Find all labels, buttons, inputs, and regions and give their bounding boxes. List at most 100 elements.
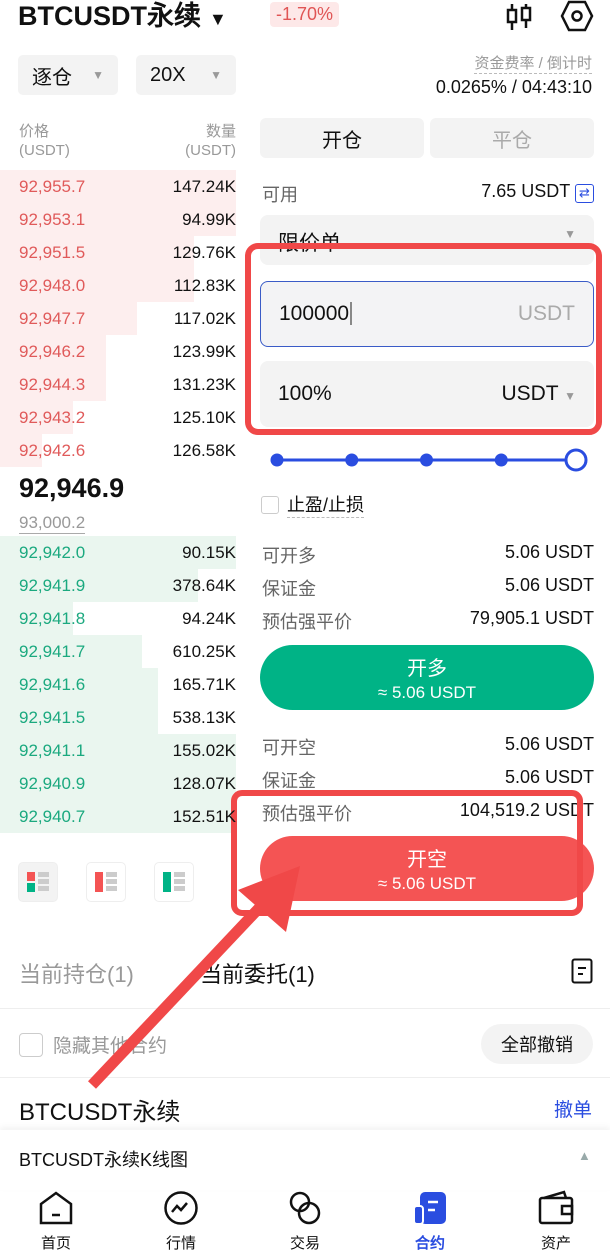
bid-row[interactable]: 92,941.8 94.24K — [0, 602, 236, 635]
ask-depth-bar — [0, 269, 194, 302]
bid-row[interactable]: 92,941.5 538.13K — [0, 701, 236, 734]
kline-label[interactable]: BTCUSDT永续K线图 — [19, 1150, 189, 1170]
open-short-button[interactable]: 开空 ≈ 5.06 USDT — [260, 836, 594, 901]
hide-other-row[interactable]: 隐藏其他合约 — [19, 1031, 167, 1058]
bid-qty: 155.02K — [172, 740, 236, 760]
price-value: 100000 — [279, 302, 353, 326]
symbol-name: BTCUSDT永续 — [18, 1, 201, 31]
info-value: 79,905.1 USDT — [469, 608, 594, 628]
checkbox-icon[interactable] — [261, 495, 279, 514]
bid-depth-bar — [0, 734, 236, 767]
ask-row[interactable]: 92,946.2 123.99K — [0, 335, 236, 368]
tpsl-label: 止盈/止损 — [287, 491, 365, 518]
expand-up-icon[interactable]: ▲ — [578, 1148, 591, 1163]
candlestick-icon[interactable] — [504, 2, 534, 32]
price-header: 价格 (USDT) — [19, 123, 70, 159]
info-row: 可开空 5.06 USDT — [262, 734, 594, 760]
margin-mode-select[interactable]: 逐仓 ▼ — [18, 55, 118, 95]
slider-step — [420, 453, 433, 467]
tab-open[interactable]: 开仓 — [260, 118, 424, 158]
ask-depth-bar — [0, 302, 137, 335]
layout-bids-icon[interactable] — [154, 862, 194, 902]
bid-price: 92,941.9 — [19, 575, 86, 595]
bid-qty: 152.51K — [172, 806, 236, 826]
ask-row[interactable]: 92,947.7 117.02K — [0, 302, 236, 335]
amount-slider[interactable] — [266, 448, 591, 472]
futures-icon — [413, 1192, 446, 1225]
ask-qty: 123.99K — [172, 341, 236, 361]
ask-depth-bar — [0, 401, 74, 434]
ask-row[interactable]: 92,955.7 147.24K — [0, 170, 236, 203]
order-history-icon[interactable] — [571, 958, 593, 984]
open-long-button[interactable]: 开多 ≈ 5.06 USDT — [260, 645, 594, 710]
transfer-icon[interactable]: ⇄ — [575, 184, 594, 203]
bid-row[interactable]: 92,941.7 610.25K — [0, 635, 236, 668]
ask-row[interactable]: 92,948.0 112.83K — [0, 269, 236, 302]
bid-row[interactable]: 92,941.9 378.64K — [0, 569, 236, 602]
layout-asks-icon[interactable] — [86, 862, 126, 902]
order-type-select[interactable]: 限价单 ▼ — [260, 215, 594, 265]
nav-home[interactable]: 首页 — [0, 1190, 117, 1253]
bid-row[interactable]: 92,940.7 152.51K — [0, 800, 236, 833]
bid-row[interactable]: 92,942.0 90.15K — [0, 536, 236, 569]
ask-row[interactable]: 92,953.1 94.99K — [0, 203, 236, 236]
ask-depth-bar — [0, 335, 107, 368]
amount-unit-select[interactable]: USDT ▼ — [501, 382, 576, 405]
cancel-all-button[interactable]: 全部撤销 — [481, 1024, 593, 1064]
kline-bar[interactable] — [0, 1130, 610, 1190]
info-row: 预估强平价 79,905.1 USDT — [262, 608, 594, 634]
order-symbol: BTCUSDT永续 — [19, 1099, 181, 1126]
tab-positions[interactable]: 当前持仓(1) — [19, 962, 134, 987]
ask-qty: 94.99K — [182, 209, 236, 229]
ask-qty: 131.23K — [172, 374, 236, 394]
bid-price: 92,941.8 — [19, 608, 86, 628]
ask-row[interactable]: 92,942.6 126.58K — [0, 434, 236, 467]
price-input[interactable]: 100000 USDT — [260, 281, 594, 347]
bid-depth-bar — [0, 701, 159, 734]
mark-price[interactable]: 93,000.2 — [19, 513, 86, 534]
change-badge: -1.70% — [270, 2, 340, 27]
cancel-order-link[interactable]: 撤单 — [554, 1100, 593, 1121]
ask-row[interactable]: 92,943.2 125.10K — [0, 401, 236, 434]
bid-qty: 165.71K — [172, 674, 236, 694]
nav-market[interactable]: 行情 — [120, 1190, 242, 1253]
bid-row[interactable]: 92,941.6 165.71K — [0, 668, 236, 701]
layout-both-icon[interactable] — [18, 862, 58, 902]
ask-price: 92,942.6 — [19, 440, 86, 460]
ask-depth-bar — [0, 236, 194, 269]
bid-row[interactable]: 92,940.9 128.07K — [0, 767, 236, 800]
amount-input[interactable]: 100% USDT ▼ — [260, 361, 594, 427]
symbol-title[interactable]: BTCUSDT永续 ▼ — [18, 0, 227, 35]
caret-down-icon: ▼ — [92, 68, 104, 82]
nav-futures[interactable]: 合约 — [369, 1190, 491, 1253]
bid-price: 92,941.5 — [19, 707, 86, 727]
divider — [0, 1008, 610, 1009]
funding-value: 0.0265% / 04:43:10 — [435, 77, 592, 97]
home-icon — [39, 1191, 73, 1225]
tab-close[interactable]: 平仓 — [430, 118, 594, 158]
funding-label[interactable]: 资金费率 / 倒计时 — [474, 52, 592, 74]
ask-row[interactable]: 92,944.3 131.23K — [0, 368, 236, 401]
ask-qty: 126.58K — [172, 440, 236, 460]
bid-qty: 538.13K — [172, 707, 236, 727]
leverage-select[interactable]: 20X ▼ — [136, 55, 236, 95]
nav-assets[interactable]: 资产 — [495, 1190, 610, 1253]
info-row: 预估强平价 104,519.2 USDT — [262, 800, 594, 826]
ask-price: 92,951.5 — [19, 242, 86, 262]
info-row: 保证金 5.06 USDT — [262, 575, 594, 601]
caret-down-icon: ▼ — [564, 227, 576, 241]
settings-icon[interactable] — [560, 0, 594, 32]
bid-depth-bar — [0, 668, 159, 701]
info-label: 预估强平价 — [262, 612, 352, 632]
checkbox-icon[interactable] — [19, 1032, 43, 1057]
bid-depth-bar — [0, 536, 236, 569]
bid-qty: 128.07K — [172, 773, 236, 793]
bid-depth-bar — [0, 800, 236, 833]
nav-trade[interactable]: 交易 — [244, 1190, 366, 1253]
bid-row[interactable]: 92,941.1 155.02K — [0, 734, 236, 767]
info-label: 保证金 — [262, 771, 316, 791]
bid-price: 92,941.1 — [19, 740, 86, 760]
tpsl-checkbox-row[interactable]: 止盈/止损 — [261, 491, 365, 518]
tab-orders[interactable]: 当前委托(1) — [200, 962, 315, 987]
ask-row[interactable]: 92,951.5 129.76K — [0, 236, 236, 269]
